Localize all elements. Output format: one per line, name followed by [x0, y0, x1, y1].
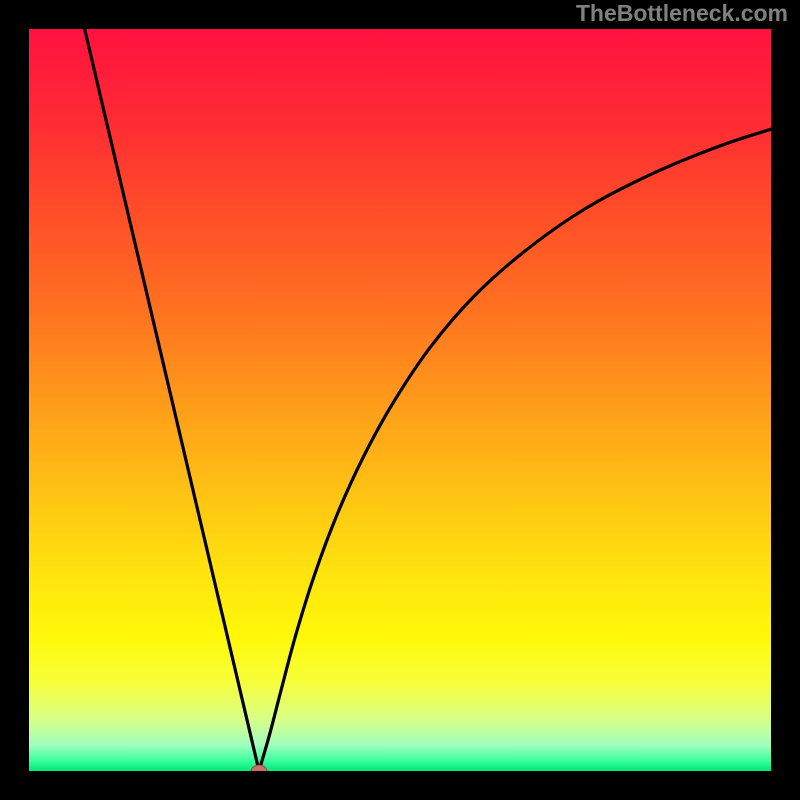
watermark-text: TheBottleneck.com: [576, 0, 788, 27]
chart-plot-background: [29, 29, 771, 771]
bottleneck-curve-chart: [0, 0, 800, 800]
bottleneck-chart-container: TheBottleneck.com: [0, 0, 800, 800]
